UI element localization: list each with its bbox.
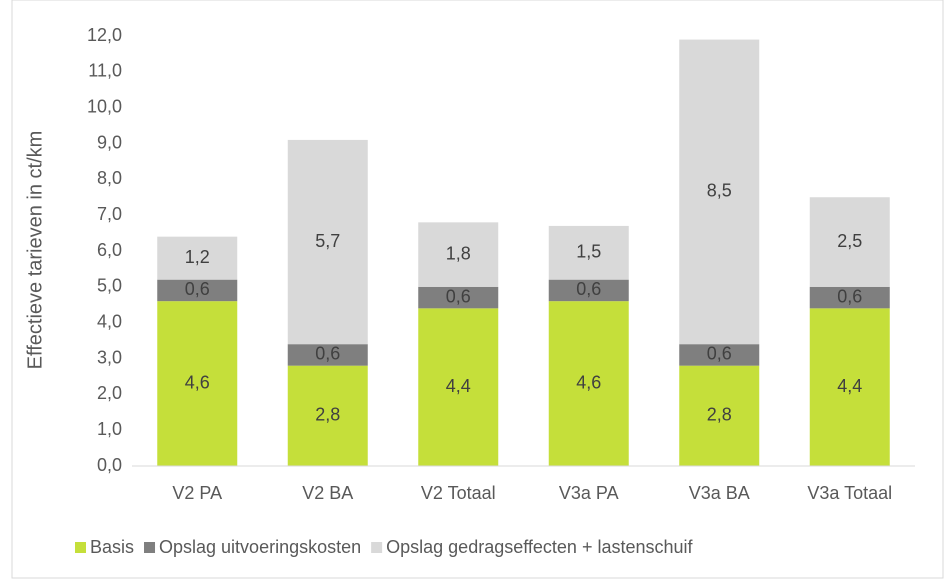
data-label: 0,6 [446,286,471,306]
x-tick-label: V2 PA [172,483,222,503]
data-label: 2,5 [837,231,862,251]
data-label: 4,4 [446,376,471,396]
bar-segment [679,344,760,366]
bar-segment [157,236,238,280]
data-label: 5,7 [315,231,340,251]
y-tick-label: 12,0 [87,25,122,45]
y-tick-label: 7,0 [97,204,122,224]
legend-swatch [75,542,86,553]
y-tick-label: 5,0 [97,276,122,296]
bar-segment [679,39,760,345]
x-tick-label: V2 Totaal [421,483,496,503]
y-tick-label: 6,0 [97,240,122,260]
bar-segment [679,365,760,466]
data-label: 8,5 [707,181,732,201]
bar-segment [418,308,499,466]
data-label: 1,8 [446,243,471,263]
bar-segment [287,139,368,345]
y-tick-label: 4,0 [97,311,122,331]
data-label: 0,6 [315,344,340,364]
y-axis-label: Effectieve tarieven in ct/km [24,131,46,370]
data-label: 2,8 [707,405,732,425]
data-label: 1,2 [185,247,210,267]
bar-segment [418,286,499,309]
x-tick-label: V3a BA [689,483,750,503]
data-label: 4,6 [576,372,601,392]
bar-segment [809,286,890,309]
y-tick-label: 2,0 [97,383,122,403]
bar-segment [287,344,368,366]
data-label: 0,6 [837,286,862,306]
chart-border [11,0,944,579]
y-tick-label: 0,0 [97,455,122,475]
data-label: 0,6 [707,344,732,364]
bar-segment [809,197,890,287]
bar-segment [157,301,238,466]
y-tick-label: 9,0 [97,132,122,152]
bar-segment [157,279,238,302]
y-tick-label: 3,0 [97,347,122,367]
data-label: 0,6 [185,279,210,299]
data-label: 0,6 [576,279,601,299]
data-label: 2,8 [315,405,340,425]
bar-segment [548,225,629,280]
y-tick-label: 1,0 [97,419,122,439]
legend-label: Opslag gedragseffecten + lastenschuif [386,537,693,557]
bar-segment [548,279,629,302]
legend-swatch [371,542,383,553]
y-tick-label: 8,0 [97,168,122,188]
y-tick-label: 10,0 [87,96,122,116]
data-label: 1,5 [576,242,601,262]
bar-segment [548,301,629,466]
data-label: 4,6 [185,372,210,392]
x-tick-label: V3a PA [559,483,619,503]
legend-label: Basis [90,537,134,557]
data-label: 4,4 [837,376,862,396]
x-tick-label: V2 BA [302,483,353,503]
bar-segment [287,365,368,466]
y-tick-label: 11,0 [88,61,122,81]
legend-swatch [144,542,156,553]
x-tick-label: V3a Totaal [807,483,892,503]
bar-segment [809,308,890,466]
legend-label: Opslag uitvoeringskosten [159,537,361,557]
bar-segment [418,222,499,287]
